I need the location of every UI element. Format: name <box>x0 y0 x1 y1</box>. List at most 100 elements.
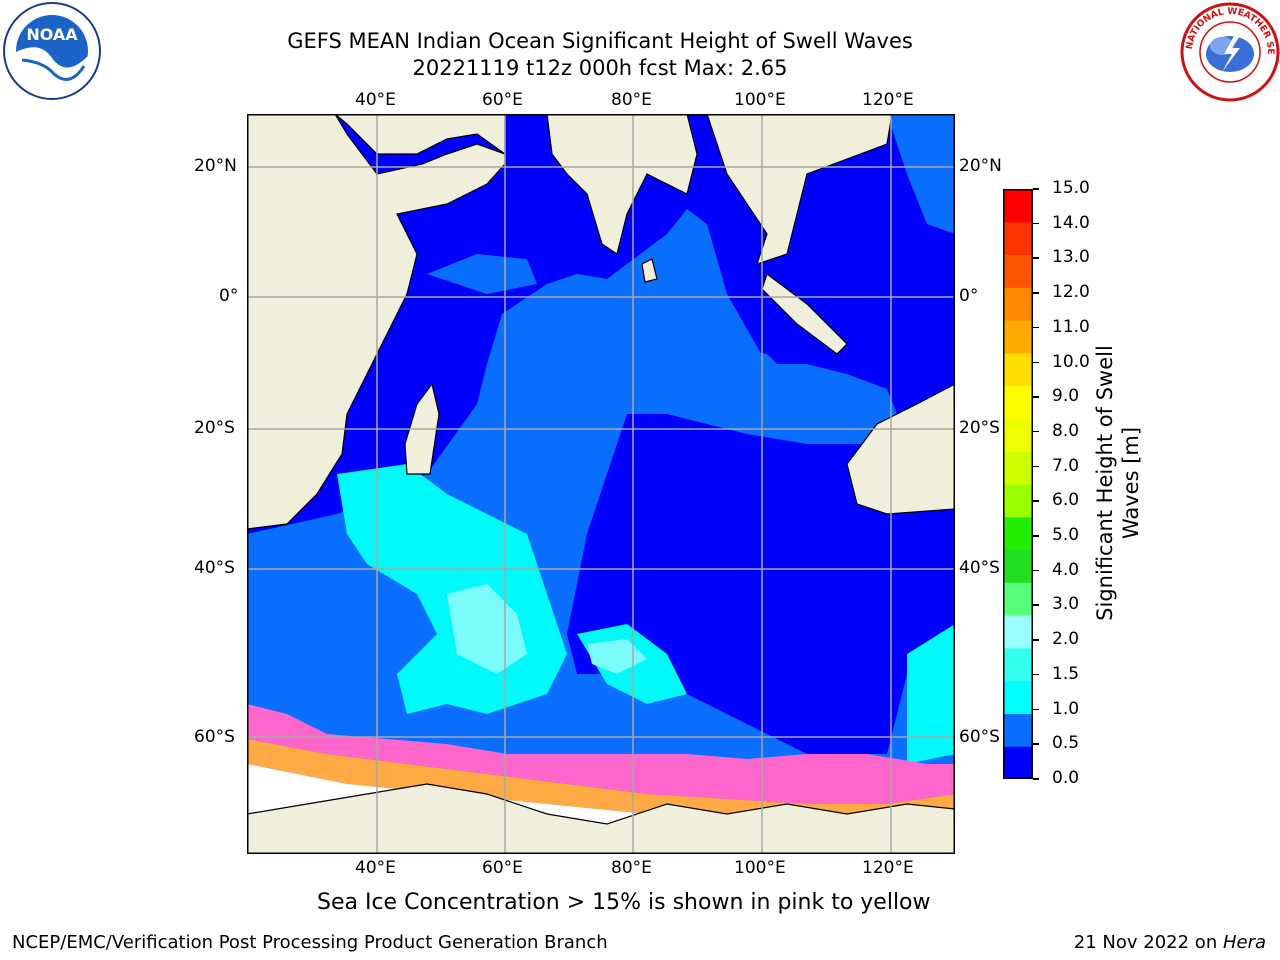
colorbar-tick-label: 5.0 <box>1052 525 1080 546</box>
colorbar-swatch <box>1003 680 1033 714</box>
colorbar-label-line2: Waves [m] <box>1119 426 1143 540</box>
lon-label-top-40e: 40°E <box>355 90 396 110</box>
graticule <box>247 114 955 854</box>
lon-label-top-120e: 120°E <box>862 90 914 110</box>
swell-region-high-east <box>907 624 955 764</box>
colorbar-tick-label: 3.0 <box>1052 594 1080 615</box>
colorbar-swatch <box>1003 484 1033 518</box>
colorbar-tick-mark <box>1033 535 1039 537</box>
colorbar-tick-mark <box>1033 500 1039 502</box>
colorbar-tick-mark <box>1033 778 1039 780</box>
lon-label-bottom-40e: 40°E <box>355 858 396 878</box>
colorbar-tick-label: 15.0 <box>1052 178 1090 198</box>
sea-ice-caption: Sea Ice Concentration > 15% is shown in … <box>317 890 931 915</box>
colorbar-swatch <box>1003 418 1033 452</box>
footer-date: 21 Nov 2022 on Hera <box>1074 932 1266 953</box>
footer-credit: NCEP/EMC/Verification Post Processing Pr… <box>12 932 608 953</box>
map-canvas <box>246 113 956 855</box>
colorbar-tick-mark <box>1033 673 1039 676</box>
lat-label-left-0: 0° <box>219 286 239 306</box>
colorbar-tick-label: 6.0 <box>1052 490 1080 511</box>
chart-title-line2: 20221119 t12z 000h fcst Max: 2.65 <box>412 56 788 80</box>
colorbar-label-line1: Significant Height of Swell <box>1093 345 1117 621</box>
lat-label-left-40s: 40°S <box>194 558 235 578</box>
colorbar-swatch <box>1003 221 1033 256</box>
colorbar <box>1003 189 1033 780</box>
lon-label-bottom-100e: 100°E <box>734 858 786 878</box>
colorbar-tick-mark <box>1033 708 1039 711</box>
colorbar-tick-label: 9.0 <box>1052 386 1080 407</box>
colorbar-tick-label: 8.0 <box>1052 420 1080 441</box>
colorbar-tick-mark <box>1033 430 1039 433</box>
colorbar-swatch <box>1003 615 1033 649</box>
colorbar-tick-label: 1.0 <box>1052 698 1080 719</box>
map-frame <box>247 114 955 854</box>
colorbar-swatch <box>1003 287 1033 321</box>
colorbar-tick-label: 13.0 <box>1052 247 1090 268</box>
colorbar-swatch <box>1003 352 1033 387</box>
colorbar-tick-mark <box>1033 396 1039 398</box>
colorbar-tick-mark <box>1033 326 1039 329</box>
colorbar-tick-mark <box>1033 604 1039 606</box>
lat-label-right-20n: 20°N <box>959 156 1002 176</box>
chart-title-line1: GEFS MEAN Indian Ocean Significant Heigh… <box>287 29 913 53</box>
colorbar-tick-label: 4.0 <box>1052 559 1080 580</box>
lat-label-right-60s: 60°S <box>959 727 1000 747</box>
lat-label-right-0: 0° <box>959 286 979 306</box>
lon-label-bottom-80e: 80°E <box>611 858 652 878</box>
sea-ice-edge <box>247 704 955 804</box>
colorbar-tick-mark <box>1033 465 1039 468</box>
lon-label-bottom-120e: 120°E <box>862 858 914 878</box>
colorbar-tick-label: 10.0 <box>1052 351 1090 372</box>
colorbar-swatch <box>1003 516 1033 551</box>
lat-label-right-20s: 20°S <box>959 418 1000 438</box>
colorbar-swatch <box>1003 320 1033 354</box>
footer-date-text: 21 Nov 2022 on <box>1073 932 1223 953</box>
colorbar-tick-mark <box>1033 639 1039 641</box>
colorbar-tick-label: 7.0 <box>1052 455 1080 476</box>
colorbar-tick-label: 0.0 <box>1052 768 1080 788</box>
colorbar-swatch <box>1003 189 1033 223</box>
swell-region-mid-patch <box>697 344 787 384</box>
colorbar-swatch <box>1003 451 1033 485</box>
colorbar-tick-mark <box>1033 361 1039 364</box>
colorbar-tick-mark <box>1033 292 1039 294</box>
colorbar-tick-mark <box>1033 222 1039 225</box>
colorbar-swatch <box>1003 713 1033 747</box>
colorbar-tick-mark <box>1033 569 1039 572</box>
colorbar-tick-label: 2.0 <box>1052 629 1080 650</box>
swell-region-mid-east <box>887 114 955 234</box>
lat-label-left-20s: 20°S <box>194 418 235 438</box>
colorbar-swatches <box>1003 189 1033 780</box>
colorbar-tick-label: 12.0 <box>1052 282 1090 303</box>
lat-label-left-60s: 60°S <box>194 727 235 747</box>
colorbar-swatch <box>1003 385 1033 419</box>
nws-logo: NATIONAL WEATHER SERVICE <box>1175 0 1280 102</box>
colorbar-tick-label: 0.5 <box>1052 733 1080 754</box>
colorbar-tick-mark <box>1033 188 1039 190</box>
lon-label-top-80e: 80°E <box>611 90 652 110</box>
swell-region-peak <box>447 584 527 674</box>
lat-label-left-20n: 20°N <box>194 156 237 176</box>
footer-host: Hera <box>1222 932 1266 953</box>
colorbar-swatch <box>1003 647 1033 682</box>
lon-label-top-100e: 100°E <box>734 90 786 110</box>
swell-region-peak-2 <box>587 639 647 674</box>
noaa-logo-text: NOAA <box>26 25 78 44</box>
swell-region-mid-north <box>427 254 537 294</box>
lon-label-top-60e: 60°E <box>482 90 523 110</box>
colorbar-tick-label: 11.0 <box>1052 316 1090 337</box>
noaa-logo: NOAA <box>0 2 104 102</box>
colorbar-tick-label: 1.5 <box>1052 663 1080 684</box>
colorbar-swatch <box>1003 582 1033 616</box>
colorbar-label: Significant Height of Swell Waves [m] <box>1092 343 1144 623</box>
colorbar-frame <box>1003 189 1033 779</box>
colorbar-tick-mark <box>1033 257 1039 259</box>
colorbar-tick-label: 14.0 <box>1052 212 1090 233</box>
colorbar-swatch <box>1003 254 1033 288</box>
colorbar-swatch <box>1003 549 1033 583</box>
map-panel <box>246 113 956 855</box>
colorbar-tick-mark <box>1033 743 1039 745</box>
colorbar-swatch <box>1003 746 1033 780</box>
lat-label-right-40s: 40°S <box>959 558 1000 578</box>
